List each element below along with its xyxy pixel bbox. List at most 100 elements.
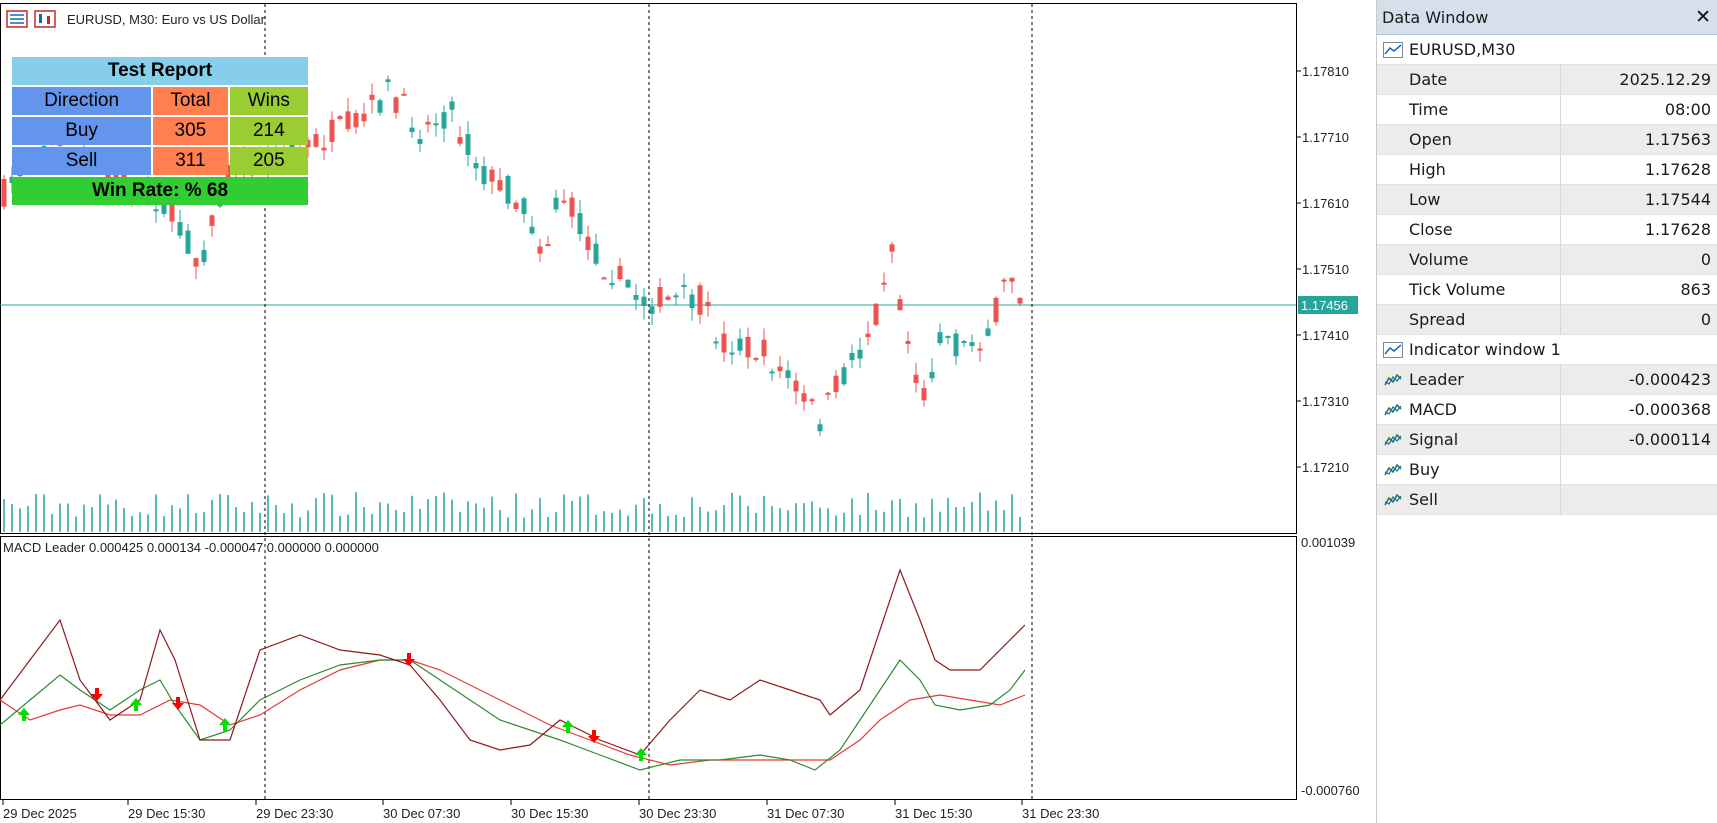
indicator-line-icon bbox=[1384, 403, 1402, 416]
data-window-titlebar: Data Window ✕ bbox=[1377, 0, 1717, 35]
candle-body bbox=[337, 116, 343, 120]
data-window-row-value: 0 bbox=[1700, 310, 1711, 329]
candle-body bbox=[489, 169, 495, 182]
indicator-line-icon bbox=[1384, 493, 1402, 506]
time-axis-label: 31 Dec 23:30 bbox=[1022, 806, 1099, 821]
macd-line bbox=[0, 568, 1026, 756]
candle-body bbox=[929, 371, 935, 379]
buy-arrow-icon bbox=[219, 718, 231, 731]
data-window-row-tick-volume: Tick Volume 863 bbox=[1377, 275, 1717, 305]
chart-toolbar bbox=[6, 10, 56, 28]
candle-body bbox=[161, 199, 167, 214]
candle-body bbox=[753, 357, 759, 360]
data-window-row-signal: Signal -0.000114 bbox=[1377, 425, 1717, 455]
data-window-row-name: Tick Volume bbox=[1377, 275, 1561, 304]
data-window-row-macd: MACD -0.000368 bbox=[1377, 395, 1717, 425]
time-axis-label: 30 Dec 15:30 bbox=[511, 806, 588, 821]
data-window-row-name: Spread bbox=[1377, 305, 1561, 334]
price-axis-label: 1.17710 bbox=[1302, 130, 1349, 145]
sell-arrow-icon bbox=[588, 730, 600, 743]
candle-body bbox=[209, 215, 215, 226]
indicator-line-icon bbox=[1384, 433, 1402, 446]
candle-body bbox=[777, 366, 783, 372]
line-chart-icon bbox=[1383, 342, 1403, 358]
data-window-row-time: Time 08:00 bbox=[1377, 95, 1717, 125]
candle-body bbox=[961, 341, 967, 344]
candle-body bbox=[625, 279, 631, 288]
data-window-row-value: -0.000368 bbox=[1628, 400, 1711, 419]
candle-body bbox=[689, 294, 695, 309]
candle-body bbox=[913, 374, 919, 383]
candle-body bbox=[969, 342, 975, 347]
data-window-row-name: High bbox=[1377, 155, 1561, 184]
buy-arrow-icon bbox=[635, 748, 647, 761]
data-window-row-name: Low bbox=[1377, 185, 1561, 214]
data-window-row-spread: Spread 0 bbox=[1377, 305, 1717, 335]
data-window-row-open: Open 1.17563 bbox=[1377, 125, 1717, 155]
time-axis-label: 31 Dec 15:30 bbox=[895, 806, 972, 821]
candle-body bbox=[521, 198, 527, 214]
data-window-row-date: Date 2025.12.29 bbox=[1377, 65, 1717, 95]
data-window-row-buy: Buy bbox=[1377, 455, 1717, 485]
candle-body bbox=[385, 79, 391, 83]
data-window-row-name: Close bbox=[1377, 215, 1561, 244]
data-window-row-name: Open bbox=[1377, 125, 1561, 154]
list-icon[interactable] bbox=[6, 10, 28, 28]
candle-body bbox=[945, 335, 951, 338]
report-header-total: Total bbox=[153, 87, 228, 115]
data-window-row-close: Close 1.17628 bbox=[1377, 215, 1717, 245]
candle-body bbox=[609, 283, 615, 286]
chart-type-icon[interactable] bbox=[34, 10, 56, 28]
report-header-direction: Direction bbox=[12, 87, 152, 115]
buy-arrow-icon bbox=[130, 698, 142, 711]
test-report-table: Test Report Direction Total Wins Buy 305… bbox=[10, 55, 310, 207]
data-window-row-value: 1.17628 bbox=[1644, 220, 1711, 239]
price-axis-label: 1.17810 bbox=[1302, 64, 1349, 79]
candle-body bbox=[193, 258, 199, 267]
candle-body bbox=[873, 303, 879, 325]
candle-body bbox=[1001, 279, 1007, 282]
data-window-row-value: 863 bbox=[1680, 280, 1711, 299]
candle-body bbox=[617, 265, 623, 280]
candle-body bbox=[497, 180, 503, 191]
data-window-row-volume: Volume 0 bbox=[1377, 245, 1717, 275]
candle-body bbox=[313, 134, 319, 147]
data-window-row-name: MACD bbox=[1377, 395, 1561, 424]
candle-body bbox=[417, 139, 423, 144]
candle-body bbox=[817, 424, 823, 432]
candle-body bbox=[553, 197, 559, 210]
symbol-label: EURUSD, M30: Euro vs US Dollar bbox=[67, 12, 265, 27]
time-axis-label: 29 Dec 15:30 bbox=[128, 806, 205, 821]
candle-body bbox=[825, 392, 831, 395]
sell-arrow-icon bbox=[91, 688, 103, 701]
candle-body bbox=[593, 243, 599, 264]
data-window-indicator-section: Indicator window 1 bbox=[1377, 335, 1717, 365]
candle-body bbox=[809, 399, 815, 402]
candle-body bbox=[465, 134, 471, 155]
close-icon[interactable]: ✕ bbox=[1695, 5, 1711, 28]
candle-body bbox=[585, 236, 591, 250]
report-cell-wins: 205 bbox=[229, 147, 308, 175]
candle-body bbox=[17, 174, 23, 177]
candle-body bbox=[505, 176, 511, 204]
candle-body bbox=[721, 333, 727, 353]
chart-area[interactable]: 1.17810 1.17710 1.17610 1.17510 1.17410 1.173… bbox=[0, 0, 1375, 823]
candle-body bbox=[473, 163, 479, 169]
data-window-row-value: -0.000423 bbox=[1628, 370, 1711, 389]
candle-body bbox=[537, 246, 543, 254]
report-row-buy: Buy 305 214 bbox=[12, 117, 308, 145]
price-axis-label: 1.17410 bbox=[1302, 328, 1349, 343]
data-window-title: Data Window bbox=[1382, 7, 1489, 27]
data-window-row-value: -0.000114 bbox=[1628, 430, 1711, 449]
candle-body bbox=[833, 375, 839, 393]
candle-body bbox=[697, 285, 703, 315]
candle-body bbox=[329, 119, 335, 142]
candle-body bbox=[369, 94, 375, 100]
signal-line bbox=[0, 659, 1026, 771]
candle-body bbox=[649, 306, 655, 314]
price-axis-label: 1.17310 bbox=[1302, 394, 1349, 409]
candle-body bbox=[641, 296, 647, 307]
data-window-row-low: Low 1.17544 bbox=[1377, 185, 1717, 215]
candle-body bbox=[737, 338, 743, 351]
